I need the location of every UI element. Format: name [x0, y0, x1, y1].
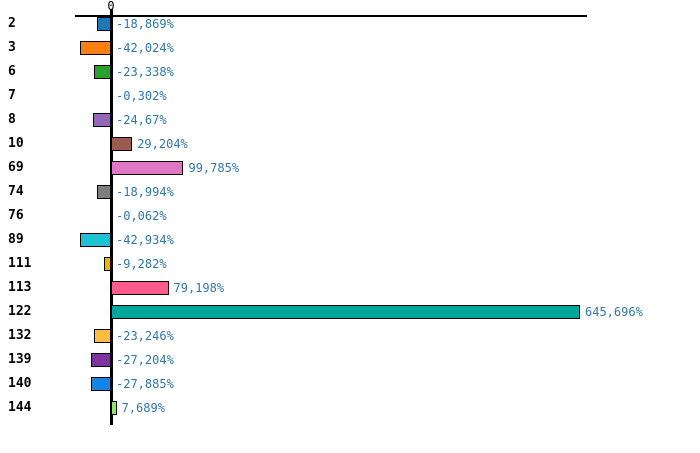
- category-label: 74: [8, 183, 24, 199]
- category-label: 6: [8, 63, 16, 79]
- value-label: -0,062%: [116, 208, 167, 223]
- value-label: 29,204%: [137, 136, 188, 151]
- category-label: 89: [8, 231, 24, 247]
- bar: [93, 112, 111, 127]
- category-label: 10: [8, 135, 24, 151]
- category-label: 8: [8, 111, 16, 127]
- value-label: 99,785%: [188, 160, 240, 175]
- value-label: -23,338%: [116, 64, 174, 79]
- bar: [111, 304, 580, 319]
- value-label: -18,869%: [116, 16, 174, 31]
- category-label: 3: [8, 39, 16, 55]
- value-label: -18,994%: [116, 184, 174, 199]
- value-label: 7,689%: [121, 400, 165, 415]
- axis-zero-tick-label: 0: [107, 0, 115, 13]
- value-label: -27,885%: [116, 376, 174, 391]
- bar: [111, 136, 133, 151]
- bar: [111, 280, 169, 295]
- category-label: 2: [8, 15, 16, 31]
- category-label: 69: [8, 159, 24, 175]
- value-label: 645,696%: [585, 304, 643, 319]
- zero-baseline-axis: [109, 9, 113, 425]
- bar: [94, 328, 111, 343]
- bar: [94, 64, 111, 79]
- bar: [90, 376, 111, 391]
- value-label: -27,204%: [116, 352, 174, 367]
- bar: [111, 160, 184, 175]
- value-label: -23,246%: [116, 328, 174, 343]
- category-label: 139: [8, 351, 32, 367]
- top-axis-line: [75, 15, 587, 17]
- category-label: 122: [8, 303, 32, 319]
- category-label: 144: [8, 399, 32, 415]
- bar: [97, 16, 111, 31]
- category-label: 111: [8, 255, 32, 271]
- value-label: 79,198%: [173, 280, 225, 295]
- value-label: -9,282%: [116, 256, 167, 271]
- category-label: 140: [8, 375, 32, 391]
- value-label: -0,302%: [116, 88, 167, 103]
- category-label: 76: [8, 207, 24, 223]
- bar: [80, 40, 111, 55]
- bar: [79, 232, 111, 247]
- bar: [104, 256, 111, 271]
- category-label: 132: [8, 327, 32, 343]
- category-label: 7: [8, 87, 16, 103]
- value-label: -42,934%: [116, 232, 174, 247]
- value-label: -42,024%: [116, 40, 174, 55]
- bar: [97, 184, 111, 199]
- bar: [91, 352, 111, 367]
- category-label: 113: [8, 279, 32, 295]
- value-label: -24,67%: [116, 112, 167, 127]
- bar: [111, 400, 117, 415]
